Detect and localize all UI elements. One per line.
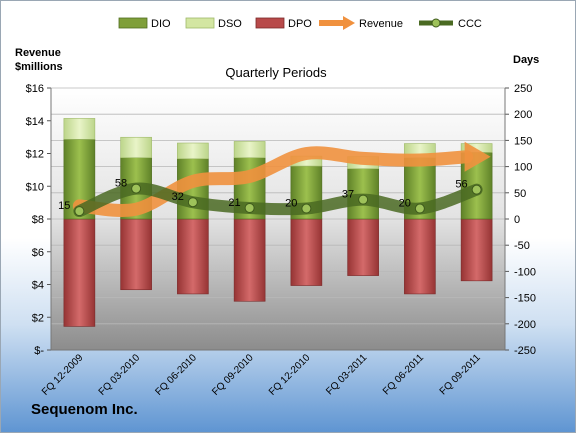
ccc-data-label: 15 bbox=[58, 200, 70, 212]
legend-swatch-dso bbox=[185, 17, 215, 29]
ccc-point bbox=[74, 206, 85, 217]
ccc-data-label: 58 bbox=[115, 178, 127, 190]
x-tick-label: FQ 06-2011 bbox=[381, 352, 426, 397]
ccc-point bbox=[471, 184, 482, 195]
dpo-bar bbox=[290, 218, 323, 286]
left-tick-label: $16 bbox=[26, 83, 44, 95]
dso-bar bbox=[120, 136, 152, 158]
left-tick-label: $6 bbox=[32, 247, 44, 259]
legend-label-dso: DSO bbox=[218, 18, 242, 30]
dpo-bar bbox=[347, 218, 379, 276]
x-tick-label: FQ 12-2009 bbox=[40, 352, 86, 398]
company-name: Sequenom Inc. bbox=[31, 401, 138, 418]
x-tick-label: FQ 03-2010 bbox=[97, 352, 143, 398]
legend-marker-ccc bbox=[431, 18, 441, 28]
ccc-point bbox=[131, 183, 142, 194]
ccc-data-label: 20 bbox=[399, 198, 411, 210]
right-tick-label: 250 bbox=[514, 83, 532, 95]
left-tick-label: $14 bbox=[26, 116, 44, 128]
legend-swatch-dio bbox=[118, 17, 148, 29]
left-tick-label: $4 bbox=[32, 280, 44, 292]
x-tick-label: FQ 03-2011 bbox=[324, 352, 369, 397]
ccc-data-label: 20 bbox=[285, 198, 297, 210]
dpo-bar bbox=[63, 218, 96, 327]
right-tick-label: -50 bbox=[514, 240, 530, 252]
ccc-data-label: 37 bbox=[342, 189, 354, 201]
ccc-data-label: 56 bbox=[455, 179, 467, 191]
ccc-point bbox=[358, 194, 369, 205]
legend-label-ccc: CCC bbox=[458, 18, 482, 30]
left-tick-label: $12 bbox=[26, 149, 44, 161]
legend-label-dio: DIO bbox=[151, 18, 171, 30]
x-tick-label: FQ 06-2010 bbox=[153, 352, 199, 398]
ccc-point bbox=[244, 202, 255, 213]
left-tick-label: $10 bbox=[26, 181, 44, 193]
legend-label-revenue: Revenue bbox=[359, 18, 403, 30]
right-axis-label: Days bbox=[513, 54, 539, 66]
dso-bar bbox=[63, 118, 96, 140]
left-tick-label: $- bbox=[34, 345, 44, 357]
right-tick-label: -200 bbox=[514, 319, 536, 331]
left-tick-label: $8 bbox=[32, 214, 44, 226]
ccc-data-label: 21 bbox=[228, 197, 240, 209]
ccc-data-label: 32 bbox=[172, 191, 184, 203]
right-tick-label: 0 bbox=[514, 214, 520, 226]
chart-title: Quarterly Periods bbox=[225, 65, 327, 80]
dpo-bar bbox=[120, 218, 152, 291]
dpo-bar bbox=[404, 218, 436, 295]
legend-label-dpo: DPO bbox=[288, 18, 312, 30]
left-tick-label: $2 bbox=[32, 312, 44, 324]
ccc-point bbox=[414, 203, 425, 214]
dso-bar bbox=[233, 141, 266, 158]
right-tick-label: 50 bbox=[514, 188, 526, 200]
revenue-arrowhead bbox=[464, 141, 491, 172]
right-tick-label: 150 bbox=[514, 135, 532, 147]
dso-bar bbox=[177, 142, 209, 160]
right-tick-label: 100 bbox=[514, 162, 532, 174]
dpo-bar bbox=[233, 218, 266, 302]
right-tick-label: -100 bbox=[514, 266, 536, 278]
left-axis-label-line2: $millions bbox=[15, 61, 63, 73]
ccc-point bbox=[187, 197, 198, 208]
dpo-bar bbox=[177, 218, 209, 295]
right-tick-label: -250 bbox=[514, 345, 536, 357]
legend: DIO DSO DPO Revenue CCC bbox=[118, 16, 482, 30]
legend-swatch-dpo bbox=[255, 17, 285, 29]
ccc-point bbox=[301, 203, 312, 214]
revenue-line bbox=[72, 146, 474, 217]
dpo-bar bbox=[460, 218, 493, 282]
left-axis-label-line1: Revenue bbox=[15, 47, 61, 59]
legend-arrowhead-revenue bbox=[343, 16, 355, 30]
x-tick-label: FQ 09-2010 bbox=[210, 352, 256, 398]
right-tick-label: 200 bbox=[514, 109, 532, 121]
right-tick-label: -150 bbox=[514, 293, 536, 305]
x-tick-label: FQ 12-2010 bbox=[267, 352, 313, 398]
x-tick-label: FQ 09-2011 bbox=[438, 352, 483, 397]
